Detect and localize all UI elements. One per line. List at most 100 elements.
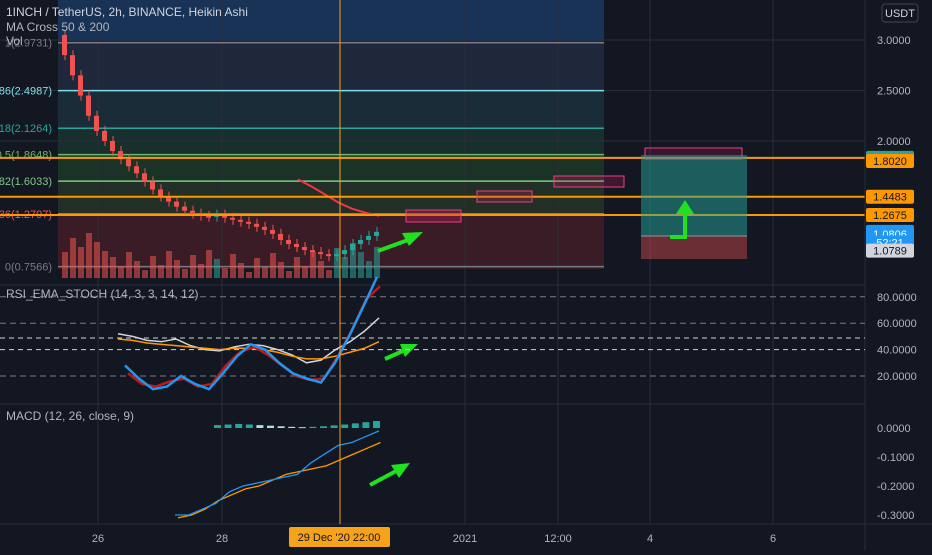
rsi-levels xyxy=(0,296,865,377)
macd-hist-bar xyxy=(256,425,264,428)
volume-bar xyxy=(294,257,300,278)
fib-level-label: 18(2.1264) xyxy=(0,123,52,135)
green-arrow-icon[interactable] xyxy=(377,232,423,253)
macd-hist-bar xyxy=(373,421,380,428)
volume-bar xyxy=(134,261,140,278)
candle-body xyxy=(166,196,171,202)
volume-bar xyxy=(334,248,340,278)
volume-bar xyxy=(254,258,260,278)
price-badge-label: 1.0789 xyxy=(873,246,907,258)
macd-line xyxy=(175,430,380,516)
candle-body xyxy=(238,219,243,222)
rsi-axis[interactable]: 80.0000 60.0000 40.0000 20.0000 xyxy=(877,292,917,383)
candle-body xyxy=(318,252,323,255)
price-tick-label: 2.5000 xyxy=(877,86,911,98)
candle-body xyxy=(78,75,83,96)
candle-body xyxy=(62,34,67,56)
indicator-ma-cross[interactable]: MA Cross 50 & 200 xyxy=(6,20,110,34)
green-arrow-icon[interactable] xyxy=(369,463,410,487)
currency-button-label: USDT xyxy=(885,8,915,20)
price-axis[interactable]: 3.00002.50002.00001.83341.80201.44831.26… xyxy=(866,35,914,258)
candle-body xyxy=(158,189,163,197)
rsi-stoch-title[interactable]: RSI_EMA_STOCH (14, 3, 3, 14, 12) xyxy=(6,287,199,301)
volume-bar xyxy=(310,252,316,278)
stoch-k-line xyxy=(124,276,379,391)
volume-bar xyxy=(150,256,156,278)
macd-hist-bar xyxy=(224,424,232,428)
candle-body xyxy=(190,210,195,214)
fib-zone-top xyxy=(58,0,604,41)
up-arrow-icon[interactable] xyxy=(670,200,694,239)
candle-body xyxy=(286,239,291,245)
candle-body xyxy=(206,215,211,218)
fib-level-label: 0.5(1.8648) xyxy=(0,150,52,162)
candle-body xyxy=(350,244,355,251)
volume-bar xyxy=(326,270,332,278)
candle-body xyxy=(182,206,187,211)
candle-body xyxy=(134,166,139,174)
candle-body xyxy=(94,115,99,131)
macd-hist-bar xyxy=(320,426,327,428)
rsi-tick-label: 20.0000 xyxy=(877,371,917,383)
macd-hist-bar xyxy=(277,426,285,428)
volume-bar xyxy=(222,268,228,278)
target-zone-2[interactable] xyxy=(476,190,533,203)
rsi-line xyxy=(117,317,380,364)
candle-body xyxy=(142,173,147,182)
green-arrow-icon[interactable] xyxy=(384,344,418,361)
candle-body xyxy=(294,244,299,248)
fib-retracement[interactable]: 1(2.9731) 86(2.4987) 18(2.1264) 0.5(1.8648)… xyxy=(0,38,604,274)
fib-zone-1 xyxy=(58,41,604,89)
chart-title[interactable]: 1INCH / TetherUS, 2h, BINANCE, Heikin As… xyxy=(6,5,248,19)
candle-body xyxy=(342,250,347,255)
candle-body xyxy=(174,201,179,207)
target-zone-1[interactable] xyxy=(405,209,462,223)
volume-bar xyxy=(70,238,76,278)
macd-hist-bar xyxy=(330,425,338,428)
target-zone-3[interactable] xyxy=(553,175,625,188)
candle-body xyxy=(334,254,339,257)
volume-bar xyxy=(158,265,164,278)
candle-body xyxy=(246,221,251,224)
candle-body xyxy=(126,159,131,167)
candles xyxy=(62,29,379,262)
price-badge-label: 1.8020 xyxy=(873,156,907,168)
grid xyxy=(0,0,865,524)
candle-body xyxy=(310,250,315,253)
volume-bar xyxy=(206,250,212,278)
volume-bar xyxy=(118,266,124,278)
rsi-stoch-lines xyxy=(117,276,381,391)
macd-tick-label: -0.2000 xyxy=(877,481,914,493)
macd-tick-label: 0.0000 xyxy=(877,423,911,435)
long-position-loss[interactable] xyxy=(641,236,747,259)
candle-body xyxy=(302,247,307,251)
candle-body xyxy=(366,235,371,240)
macd-tick-label: -0.1000 xyxy=(877,452,914,464)
candle-body xyxy=(222,214,227,218)
volume-bar xyxy=(78,247,84,278)
macd-histogram xyxy=(214,421,380,429)
volume-bar xyxy=(270,253,276,278)
indicator-volume[interactable]: Vol xyxy=(6,34,23,48)
volume-bar xyxy=(302,266,308,278)
long-position-profit[interactable] xyxy=(641,155,747,236)
candle-body xyxy=(270,229,275,234)
candle-body xyxy=(118,151,123,160)
macd-title[interactable]: MACD (12, 26, close, 9) xyxy=(6,409,134,423)
candle-body xyxy=(326,254,331,257)
candle-body xyxy=(262,226,267,230)
macd-axis[interactable]: 0.0000 -0.1000 -0.2000 -0.3000 xyxy=(877,423,914,522)
time-tick-label: 6 xyxy=(770,533,776,545)
volume-bar xyxy=(350,243,356,278)
currency-button[interactable] xyxy=(881,3,919,23)
time-axis[interactable]: 26 28 2021 12:00 4 6 xyxy=(92,533,776,545)
volume-bars xyxy=(62,233,380,278)
rsi-tick-label: 40.0000 xyxy=(877,345,917,357)
volume-bar xyxy=(102,251,108,278)
volume-bar xyxy=(62,252,68,278)
time-tick-label: 12:00 xyxy=(544,533,572,545)
macd-hist-bar xyxy=(245,424,253,428)
candle-body xyxy=(70,55,75,76)
fib-level-label: 0(0.7566) xyxy=(5,262,52,274)
